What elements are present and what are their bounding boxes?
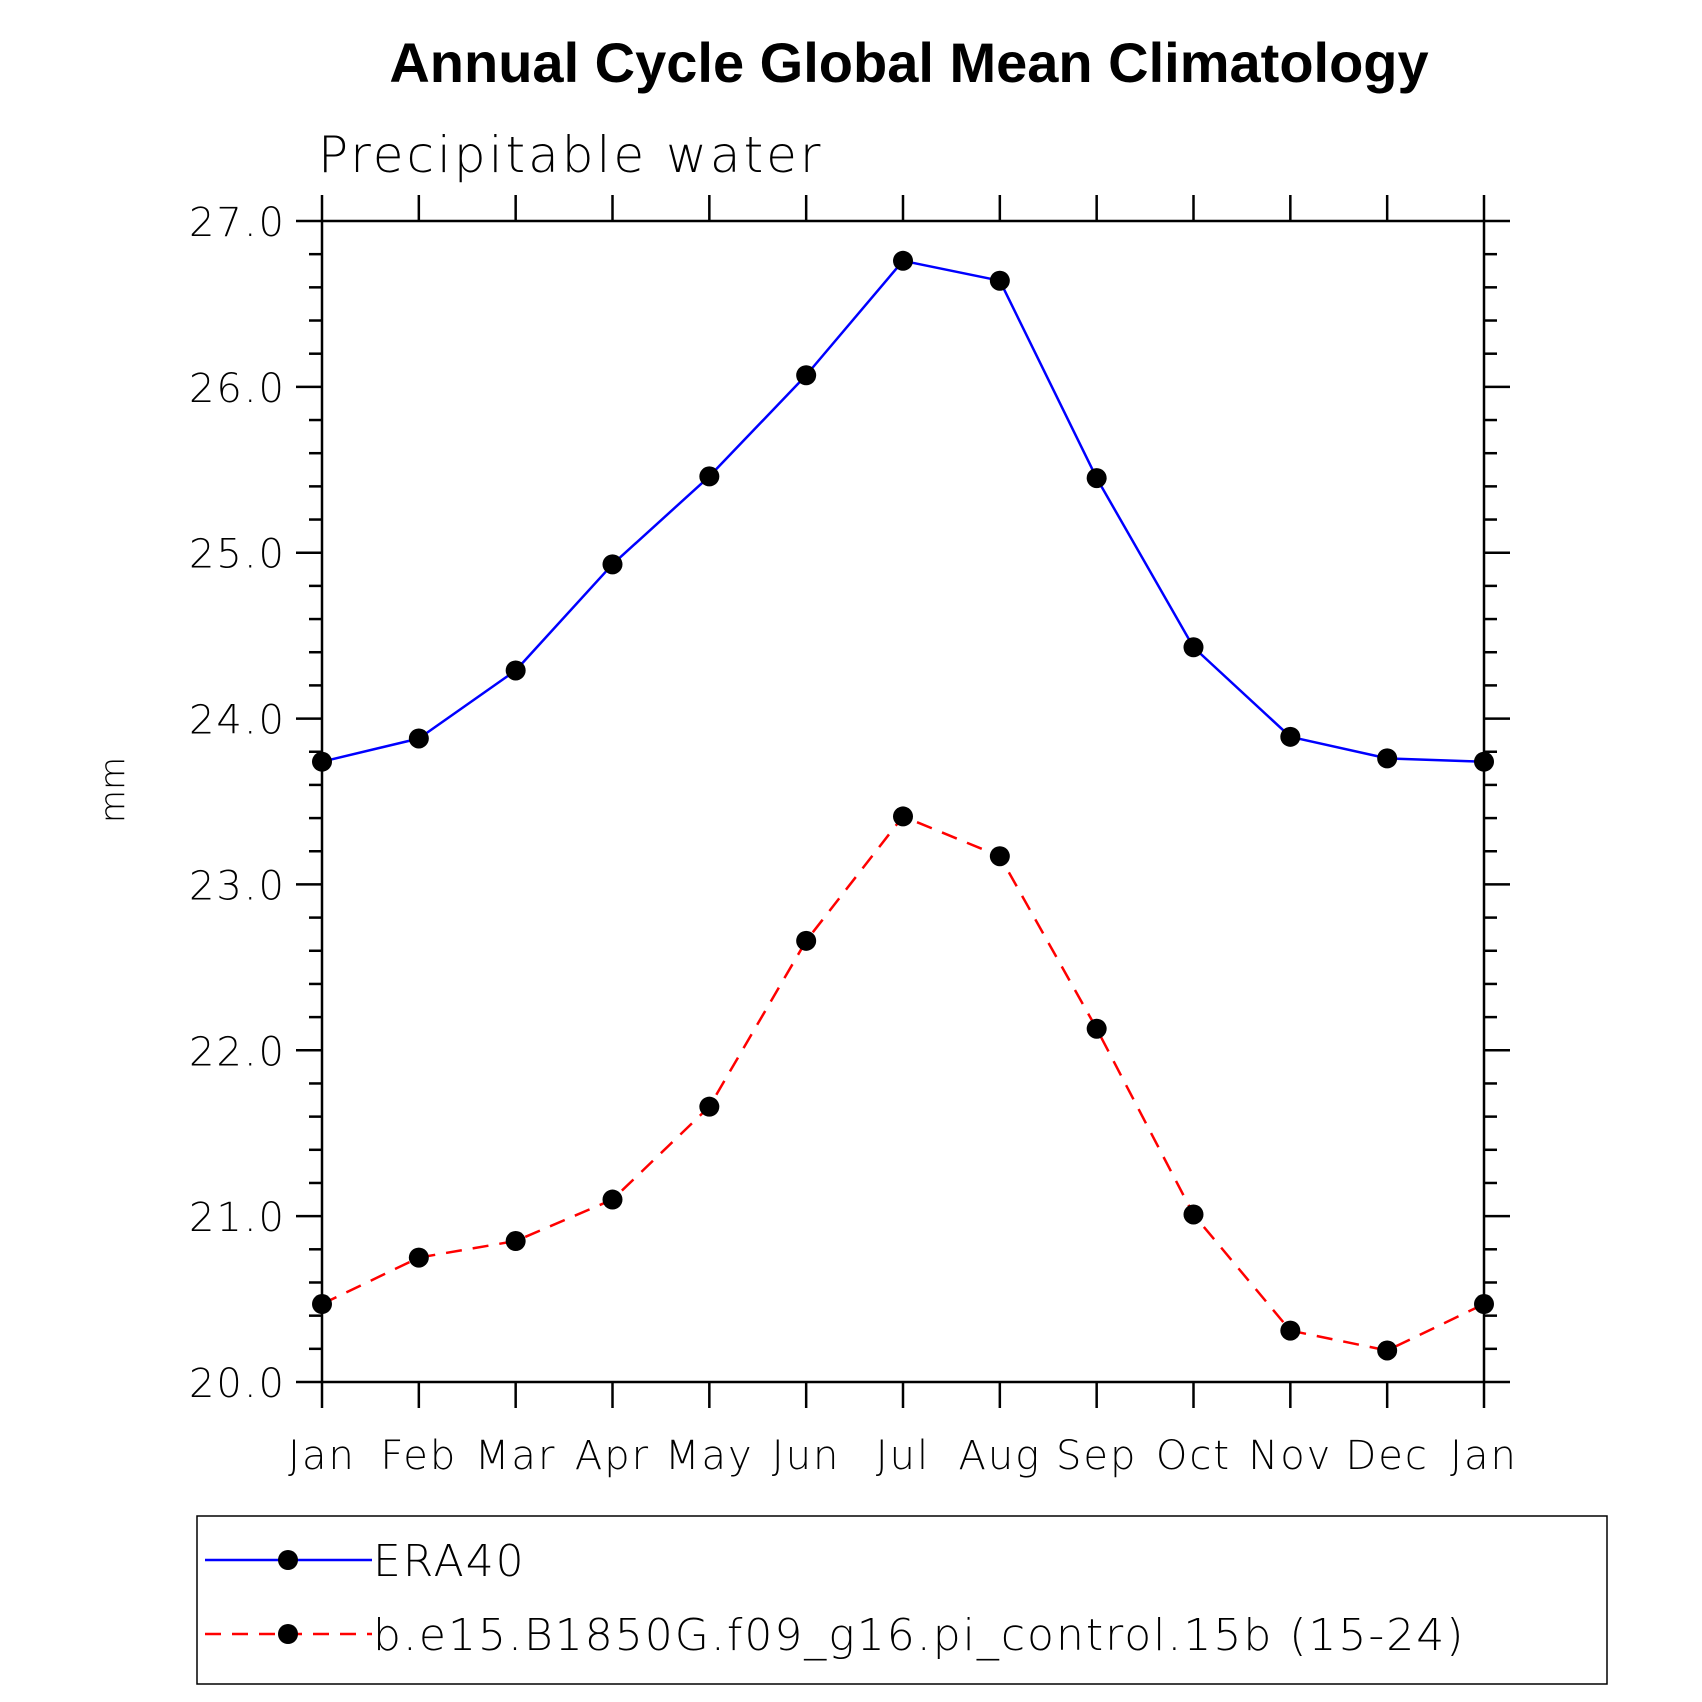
x-tick-label: Jan	[1450, 1433, 1518, 1479]
y-tick-label: 23.0	[189, 863, 286, 909]
data-point	[893, 806, 913, 827]
plot-border	[320, 219, 1486, 1384]
x-tick-label: Sep	[1056, 1433, 1137, 1479]
data-point	[1280, 1320, 1301, 1341]
data-point	[1474, 751, 1494, 772]
data-point	[1280, 726, 1301, 747]
series-layer	[312, 250, 1494, 1361]
legend-marker-era40	[278, 1550, 298, 1570]
x-tick-label: Nov	[1248, 1433, 1332, 1479]
legend-label-model: b.e15.B1850G.f09_g16.pi_control.15b (15-…	[373, 1610, 1465, 1661]
data-point	[408, 1247, 429, 1268]
x-tick-label: Feb	[380, 1433, 457, 1479]
y-axis-label: mm	[93, 757, 133, 823]
legend-box	[196, 1515, 1608, 1685]
y-tick-label: 20.0	[189, 1361, 286, 1407]
y-tick-label: 27.0	[189, 200, 286, 246]
data-point	[1183, 637, 1204, 658]
chart-title: Annual Cycle Global Mean Climatology	[389, 31, 1428, 94]
x-tick-label: Dec	[1345, 1433, 1428, 1479]
chart-subtitle: Precipitable water	[318, 126, 824, 184]
data-point	[1183, 1204, 1204, 1225]
x-tick-label: Jan	[288, 1433, 356, 1479]
data-point	[796, 365, 817, 386]
data-point	[699, 1096, 720, 1117]
data-point	[1086, 468, 1107, 489]
data-point	[989, 846, 1010, 867]
y-tick-label: 22.0	[189, 1029, 286, 1075]
series-1	[312, 250, 1494, 772]
data-point	[893, 250, 913, 271]
x-tick-label: May	[665, 1433, 754, 1479]
series-line-1	[321, 259, 1485, 763]
y-axis-ticks: 20.0 21.0 22.0 23.0 24.0 25.0 26.0 27.0	[189, 200, 1510, 1407]
data-point	[408, 728, 429, 749]
x-axis-ticks: Jan Feb Mar Apr May Jun Jul Aug Sep Oct Nov Dec Jan	[288, 195, 1518, 1479]
legend: ERA40 b.e15.B1850G.f09_g16.pi_control.15…	[196, 1515, 1608, 1685]
data-point	[699, 466, 720, 487]
x-tick-label: Jul	[876, 1433, 930, 1479]
data-point	[1377, 748, 1398, 769]
data-point	[1377, 1340, 1398, 1361]
x-tick-label: Aug	[958, 1433, 1041, 1479]
data-point	[505, 660, 526, 681]
x-tick-label: Apr	[575, 1433, 650, 1479]
legend-entry-era40: ERA40	[205, 1536, 526, 1587]
legend-label-era40: ERA40	[373, 1536, 526, 1587]
data-point	[602, 1189, 623, 1210]
data-point	[989, 270, 1010, 291]
x-tick-label: Jun	[772, 1433, 841, 1479]
data-point	[796, 930, 817, 951]
plot-frame	[320, 219, 1486, 1384]
data-point	[312, 1294, 332, 1315]
data-point	[1474, 1294, 1494, 1315]
y-tick-label: 25.0	[189, 532, 286, 578]
series-2	[312, 806, 1494, 1361]
y-tick-label: 21.0	[189, 1195, 286, 1241]
x-tick-label: Mar	[475, 1433, 556, 1479]
data-point	[602, 554, 623, 575]
y-tick-label: 24.0	[189, 698, 286, 744]
data-point	[505, 1231, 526, 1252]
x-tick-label: Oct	[1156, 1433, 1231, 1479]
legend-marker-model	[278, 1624, 298, 1644]
data-point	[1086, 1018, 1107, 1039]
data-point	[312, 751, 332, 772]
y-tick-label: 26.0	[189, 366, 286, 412]
series-line-2	[321, 815, 1485, 1352]
legend-entry-model: b.e15.B1850G.f09_g16.pi_control.15b (15-…	[205, 1610, 1465, 1661]
